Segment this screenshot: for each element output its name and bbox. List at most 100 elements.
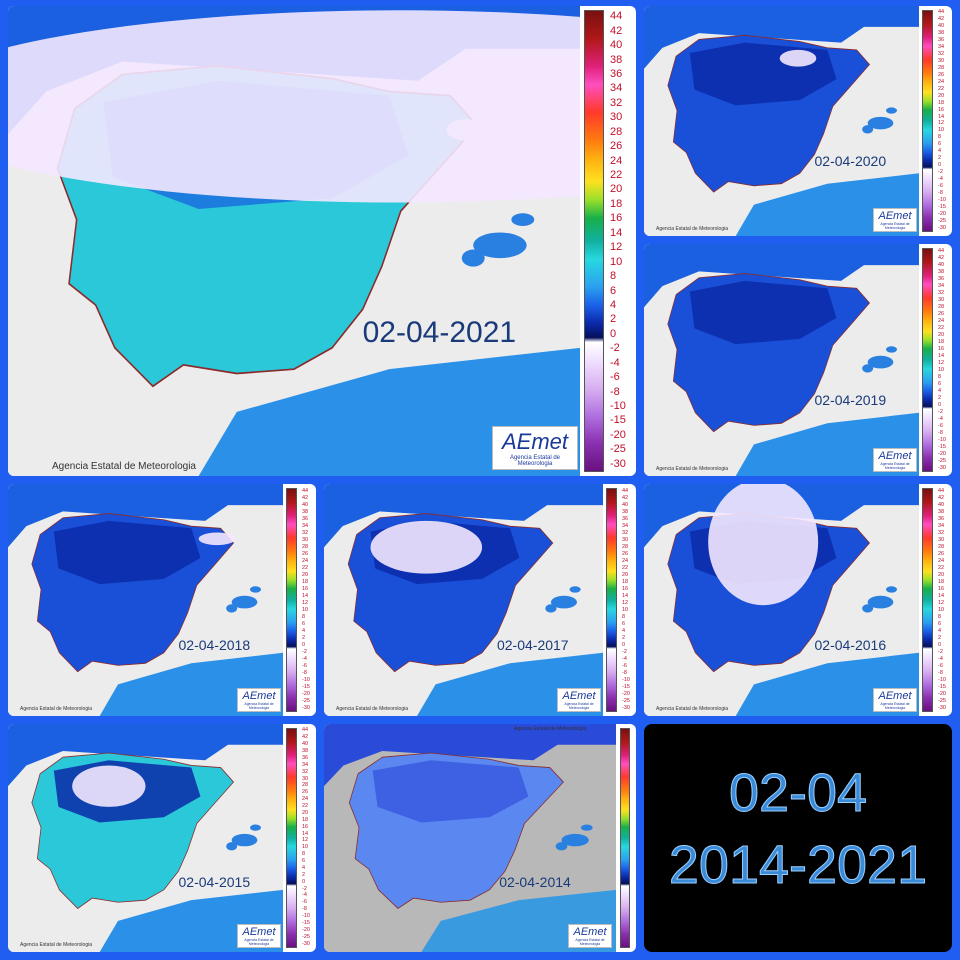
colorbar-label: 18	[302, 816, 309, 823]
colorbar-label: 8	[938, 613, 942, 620]
colorbar-label: 28	[938, 64, 945, 71]
colorbar-label: -6	[302, 662, 307, 669]
colorbar-label: 18	[622, 578, 629, 585]
colorbar-label: 40	[302, 741, 309, 748]
colorbar-label: 20	[302, 809, 309, 816]
colorbar-label: 2	[610, 313, 617, 326]
colorbar-label: 26	[938, 310, 945, 317]
colorbar	[286, 488, 297, 712]
colorbar-label: -10	[302, 913, 310, 920]
island	[867, 355, 894, 369]
colorbar-label: 22	[938, 564, 945, 571]
colorbar-label: 18	[302, 578, 309, 585]
colorbar-label: 24	[938, 317, 945, 324]
colorbar-label: -4	[938, 175, 943, 182]
logo-text: AEmet	[242, 690, 276, 702]
colorbar-label: -8	[622, 669, 627, 676]
island	[231, 595, 258, 609]
island	[473, 232, 527, 259]
sea-north	[644, 6, 919, 69]
colorbar-label: 28	[302, 782, 309, 789]
colorbar-label: 40	[938, 23, 945, 30]
colorbar-label: -8	[302, 906, 307, 913]
colorbar-label: 10	[302, 606, 309, 613]
map	[324, 724, 616, 952]
colorbar-label: 16	[938, 585, 945, 592]
colorbar-label: 4	[302, 627, 306, 634]
logo-caption: Agencia Estatal de Meteorologia	[575, 938, 605, 946]
map-panel: 44 42 40 38 36 34 32 30 28 26 24 22 20 18 16 14 12 10 8 6 4 2…	[8, 724, 316, 952]
colorbar-label: -8	[938, 189, 943, 196]
colorbar-label: 40	[302, 501, 309, 508]
colorbar-label: 18	[938, 99, 945, 106]
colorbar-label: 6	[302, 858, 306, 865]
map-panel: 44 42 40 38 36 34 32 30 28 26 24 22 20 18 16 14 12 10 8 6 4 2…	[644, 244, 952, 476]
island	[550, 595, 577, 609]
colorbar-label: 38	[302, 748, 309, 755]
colorbar-label: 6	[938, 141, 942, 148]
colorbar-label: 44	[302, 727, 309, 734]
colorbar-label: 28	[938, 543, 945, 550]
colorbar-label: 6	[622, 620, 626, 627]
colorbar-label: 10	[938, 366, 945, 373]
colorbar-label: 36	[302, 515, 309, 522]
map-panel: 02-04-2014 Agencia Estatal de Meteorologi…	[324, 724, 636, 952]
logo-caption: Agencia Estatal de Meteorologia	[244, 702, 274, 710]
island	[250, 586, 261, 593]
colorbar-label: 4	[610, 298, 617, 311]
colorbar-label: -15	[302, 683, 310, 690]
logo: AEmet Agencia Estatal de Meteorologia	[237, 924, 281, 948]
colorbar-label: -6	[938, 662, 943, 669]
island	[886, 586, 897, 593]
colorbar-label: 12	[302, 599, 309, 606]
colorbar-label: 44	[622, 487, 629, 494]
colorbar-label: 16	[302, 585, 309, 592]
sea-south	[421, 889, 616, 952]
colorbar-label: 12	[610, 241, 623, 254]
colorbar-label: 20	[622, 571, 629, 578]
sea-east	[827, 291, 919, 455]
colorbar	[606, 488, 617, 712]
colorbar-label: -2	[938, 408, 943, 415]
colorbar-label: 6	[302, 620, 306, 627]
colorbar-label: 2	[622, 634, 626, 641]
colorbar-label: 8	[302, 851, 306, 858]
logo: AEmet Agencia Estatal de Meteorologia	[873, 208, 917, 232]
colorbar	[922, 10, 933, 232]
colorbar-label: 4	[938, 387, 942, 394]
island	[569, 586, 581, 593]
colorbar-label: -6	[938, 182, 943, 189]
colorbar-label: 2	[938, 394, 942, 401]
island	[862, 604, 874, 613]
colorbar-label: 24	[610, 154, 623, 167]
colorbar-label: -10	[622, 676, 630, 683]
logo-text: AEmet	[878, 690, 912, 702]
colorbar-label: 34	[938, 522, 945, 529]
colorbar-label: 32	[938, 529, 945, 536]
logo-caption: Agencia Estatal de Meteorologia	[880, 462, 910, 470]
colorbar-label: -15	[302, 919, 310, 926]
colorbar-label: 38	[302, 508, 309, 515]
logo: AEmet Agencia Estatal de Meteorologia	[568, 924, 612, 948]
colorbar-label: 40	[938, 261, 945, 268]
colorbar-label: 44	[302, 487, 309, 494]
logo: AEmet Agencia Estatal de Meteorologia	[873, 448, 917, 472]
north-plateau	[689, 280, 837, 345]
colorbar-label: 32	[302, 768, 309, 775]
colorbar-label: -4	[610, 356, 620, 369]
map-panel: 44 42 40 38 36 34 32 30 28 26 24 22 20 18 16 14 12 10 8 6 4 2…	[644, 484, 952, 716]
colorbar-label: 12	[938, 120, 945, 127]
colorbar-label: 4	[622, 627, 626, 634]
colorbar-label: 24	[938, 557, 945, 564]
colorbar-label: 26	[302, 789, 309, 796]
colorbar-label: -2	[938, 648, 943, 655]
colorbar-label: 10	[938, 606, 945, 613]
colorbar-label: 34	[938, 282, 945, 289]
colorbar-label: -6	[610, 371, 620, 384]
colorbar-label: 0	[938, 162, 942, 169]
colorbar-label: 20	[938, 92, 945, 99]
colorbar-label: 14	[302, 592, 309, 599]
colorbar-label: 10	[610, 255, 623, 268]
island	[886, 346, 897, 353]
